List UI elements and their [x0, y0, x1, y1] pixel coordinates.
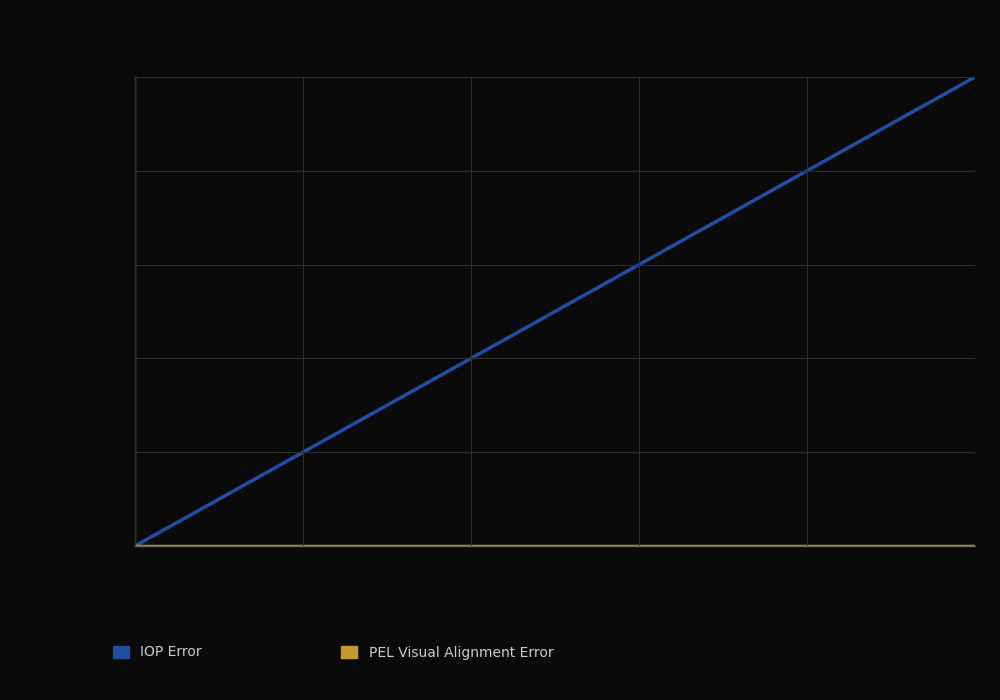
- Legend: IOP Error, PEL Visual Alignment Error: IOP Error, PEL Visual Alignment Error: [107, 640, 559, 665]
